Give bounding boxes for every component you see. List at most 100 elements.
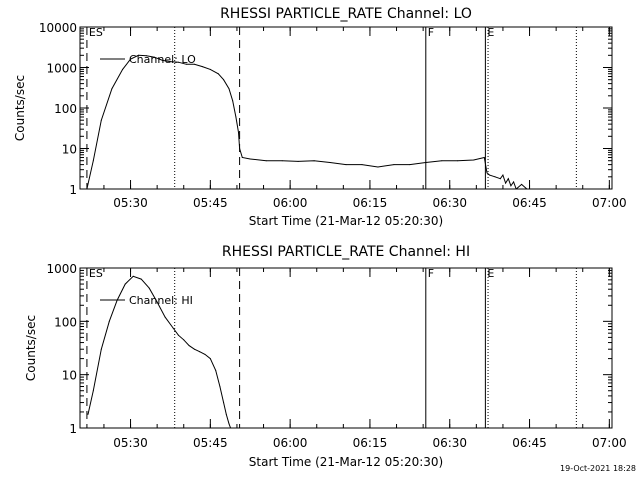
- data-point: [505, 182, 507, 184]
- plot-frame: [79, 267, 613, 429]
- chart-title: RHESSI PARTICLE_RATE Channel: HI: [222, 244, 470, 260]
- data-point: [146, 55, 147, 57]
- data-point: [201, 66, 203, 68]
- data-point: [124, 283, 126, 285]
- event-marker-label: E: [487, 267, 494, 280]
- plot-timestamp: 19-Oct-2021 18:28: [560, 464, 636, 473]
- data-point: [393, 164, 395, 166]
- y-tick-label: 1000: [46, 62, 77, 76]
- x-tick-label: 06:15: [353, 196, 388, 210]
- data-point: [122, 68, 124, 70]
- data-point: [483, 157, 485, 158]
- data-point: [156, 301, 158, 303]
- data-point: [86, 188, 88, 189]
- data-point: [489, 174, 491, 176]
- data-point: [219, 386, 221, 387]
- y-tick-label: 1: [69, 422, 77, 436]
- y-tick-label: 10000: [39, 21, 77, 35]
- data-point: [507, 178, 509, 180]
- data-point: [230, 427, 232, 428]
- legend-label: Channel: HI: [129, 294, 193, 307]
- data-point: [494, 176, 496, 178]
- x-tick-label: 06:30: [432, 436, 467, 450]
- data-point: [193, 348, 195, 350]
- data-point: [92, 390, 94, 392]
- data-point: [223, 402, 225, 404]
- x-tick-label: 05:30: [113, 196, 148, 210]
- data-point: [130, 58, 131, 60]
- data-point: [169, 61, 171, 63]
- data-point: [377, 166, 379, 168]
- y-tick-label: 1: [69, 183, 77, 197]
- data-point: [215, 369, 217, 371]
- data-point: [297, 160, 299, 162]
- data-point: [177, 61, 179, 63]
- data-point: [183, 339, 185, 341]
- x-tick-label: 06:00: [273, 196, 308, 210]
- data-point: [225, 413, 227, 415]
- data-point: [249, 158, 251, 160]
- data-point: [510, 185, 512, 187]
- y-axis-label: Counts/sec: [13, 75, 27, 141]
- x-tick-label: 06:15: [353, 436, 388, 450]
- data-point: [209, 68, 211, 70]
- data-point: [513, 181, 515, 183]
- data-point: [239, 148, 241, 149]
- data-point: [193, 63, 195, 65]
- data-point: [223, 79, 225, 81]
- x-tick-label: 06:30: [432, 196, 467, 210]
- data-point: [473, 159, 475, 161]
- data-point: [329, 162, 331, 163]
- x-tick-label: 05:30: [113, 436, 148, 450]
- data-point: [345, 164, 347, 166]
- y-axis-label: Counts/sec: [24, 315, 38, 381]
- data-point: [138, 54, 139, 56]
- event-marker-label: ES: [89, 26, 103, 39]
- data-point: [177, 334, 179, 336]
- data-point: [217, 73, 219, 75]
- data-point: [100, 348, 102, 350]
- data-point: [515, 188, 517, 189]
- series-line-lo: [86, 54, 533, 189]
- data-point: [409, 164, 411, 166]
- event-marker-label: E: [487, 26, 494, 39]
- data-point: [531, 188, 533, 189]
- x-tick-label: 05:45: [193, 196, 228, 210]
- data-point: [486, 172, 488, 174]
- data-point: [425, 162, 427, 163]
- x-tick-label: 07:00: [592, 436, 627, 450]
- y-tick-label: 1000: [46, 262, 77, 276]
- x-tick-label: 06:45: [512, 196, 547, 210]
- data-point: [238, 131, 239, 133]
- data-point: [204, 353, 206, 355]
- event-marker-label: F: [428, 267, 434, 280]
- data-point: [199, 351, 201, 353]
- data-point: [172, 327, 174, 329]
- y-tick-label: 10: [62, 143, 77, 157]
- data-point: [441, 160, 443, 162]
- data-point: [132, 275, 134, 277]
- data-point: [116, 299, 118, 301]
- y-tick-label: 100: [54, 315, 77, 329]
- data-point: [228, 423, 230, 425]
- data-point: [92, 160, 94, 162]
- y-tick-label: 100: [54, 102, 77, 116]
- data-point: [111, 88, 113, 90]
- data-point: [140, 278, 142, 280]
- chart-title: RHESSI PARTICLE_RATE Channel: LO: [220, 6, 472, 22]
- data-point: [502, 174, 504, 176]
- data-point: [148, 287, 150, 289]
- chart-panel-2: RHESSI PARTICLE_RATE Channel: HI 1 10 100 10…: [24, 244, 627, 469]
- data-point: [526, 188, 528, 189]
- x-tick-label: 05:45: [193, 436, 228, 450]
- y-tick-label: 10: [62, 369, 77, 383]
- data-point: [209, 358, 211, 360]
- chart-panel-1: RHESSI PARTICLE_RATE Channel: LO 1 10 100 10…: [13, 6, 627, 228]
- data-point: [154, 56, 155, 58]
- data-point: [228, 88, 230, 90]
- data-point: [188, 345, 190, 347]
- data-point: [281, 160, 283, 162]
- data-point: [313, 160, 315, 162]
- x-axis-label: Start Time (21-Mar-12 05:20:30): [249, 214, 443, 228]
